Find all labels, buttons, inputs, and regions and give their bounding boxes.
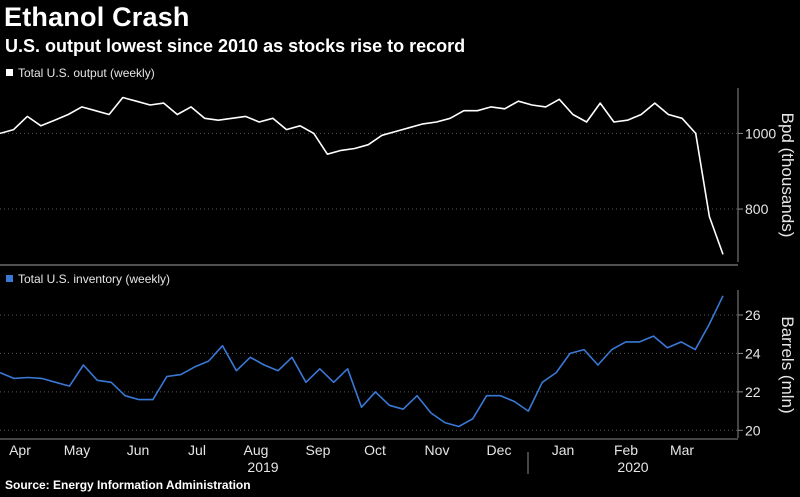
month-label: Dec [487, 442, 512, 458]
output-y-tick-label: 1000 [745, 125, 776, 141]
chart-subtitle: U.S. output lowest since 2010 as stocks … [5, 36, 466, 56]
inventory-y-tick-label: 22 [745, 384, 761, 400]
month-label: Nov [425, 442, 450, 458]
x-axis: Apr May Jun Jul Aug Sep Oct Nov Dec Jan Feb Mar 201… [0, 438, 738, 475]
inventory-legend-swatch [6, 275, 13, 282]
inventory-y-axis-title: Barrels (mln) [778, 316, 797, 413]
inventory-series-line [0, 295, 724, 428]
year-label: 2020 [617, 459, 648, 475]
month-label: Feb [614, 442, 638, 458]
inventory-y-tick-label: 24 [745, 345, 761, 361]
month-label: Jan [552, 442, 575, 458]
month-label: Aug [244, 442, 269, 458]
month-label: Jul [188, 442, 206, 458]
month-label: Sep [306, 442, 331, 458]
month-label: Apr [9, 442, 31, 458]
month-label: Jun [127, 442, 150, 458]
inventory-legend-label: Total U.S. inventory (weekly) [18, 272, 170, 286]
inventory-y-tick-label: 26 [745, 307, 761, 323]
chart-title: Ethanol Crash [4, 2, 190, 32]
output-series-line [0, 96, 724, 255]
inventory-y-tick-label: 20 [745, 422, 761, 438]
inventory-panel: Total U.S. inventory (weekly) 20 22 24 26 B… [0, 272, 797, 438]
month-label: May [64, 442, 90, 458]
year-label: 2019 [247, 459, 278, 475]
output-y-axis-title: Bpd (thousands) [778, 113, 797, 238]
month-label: Oct [364, 442, 386, 458]
output-panel: Total U.S. output (weekly) 800 1000 Bpd (… [0, 66, 797, 262]
output-legend-label: Total U.S. output (weekly) [18, 66, 155, 80]
output-y-tick-label: 800 [745, 201, 769, 217]
source-note: Source: Energy Information Administratio… [5, 478, 251, 492]
output-legend-swatch [6, 69, 13, 76]
month-label: Mar [670, 442, 694, 458]
